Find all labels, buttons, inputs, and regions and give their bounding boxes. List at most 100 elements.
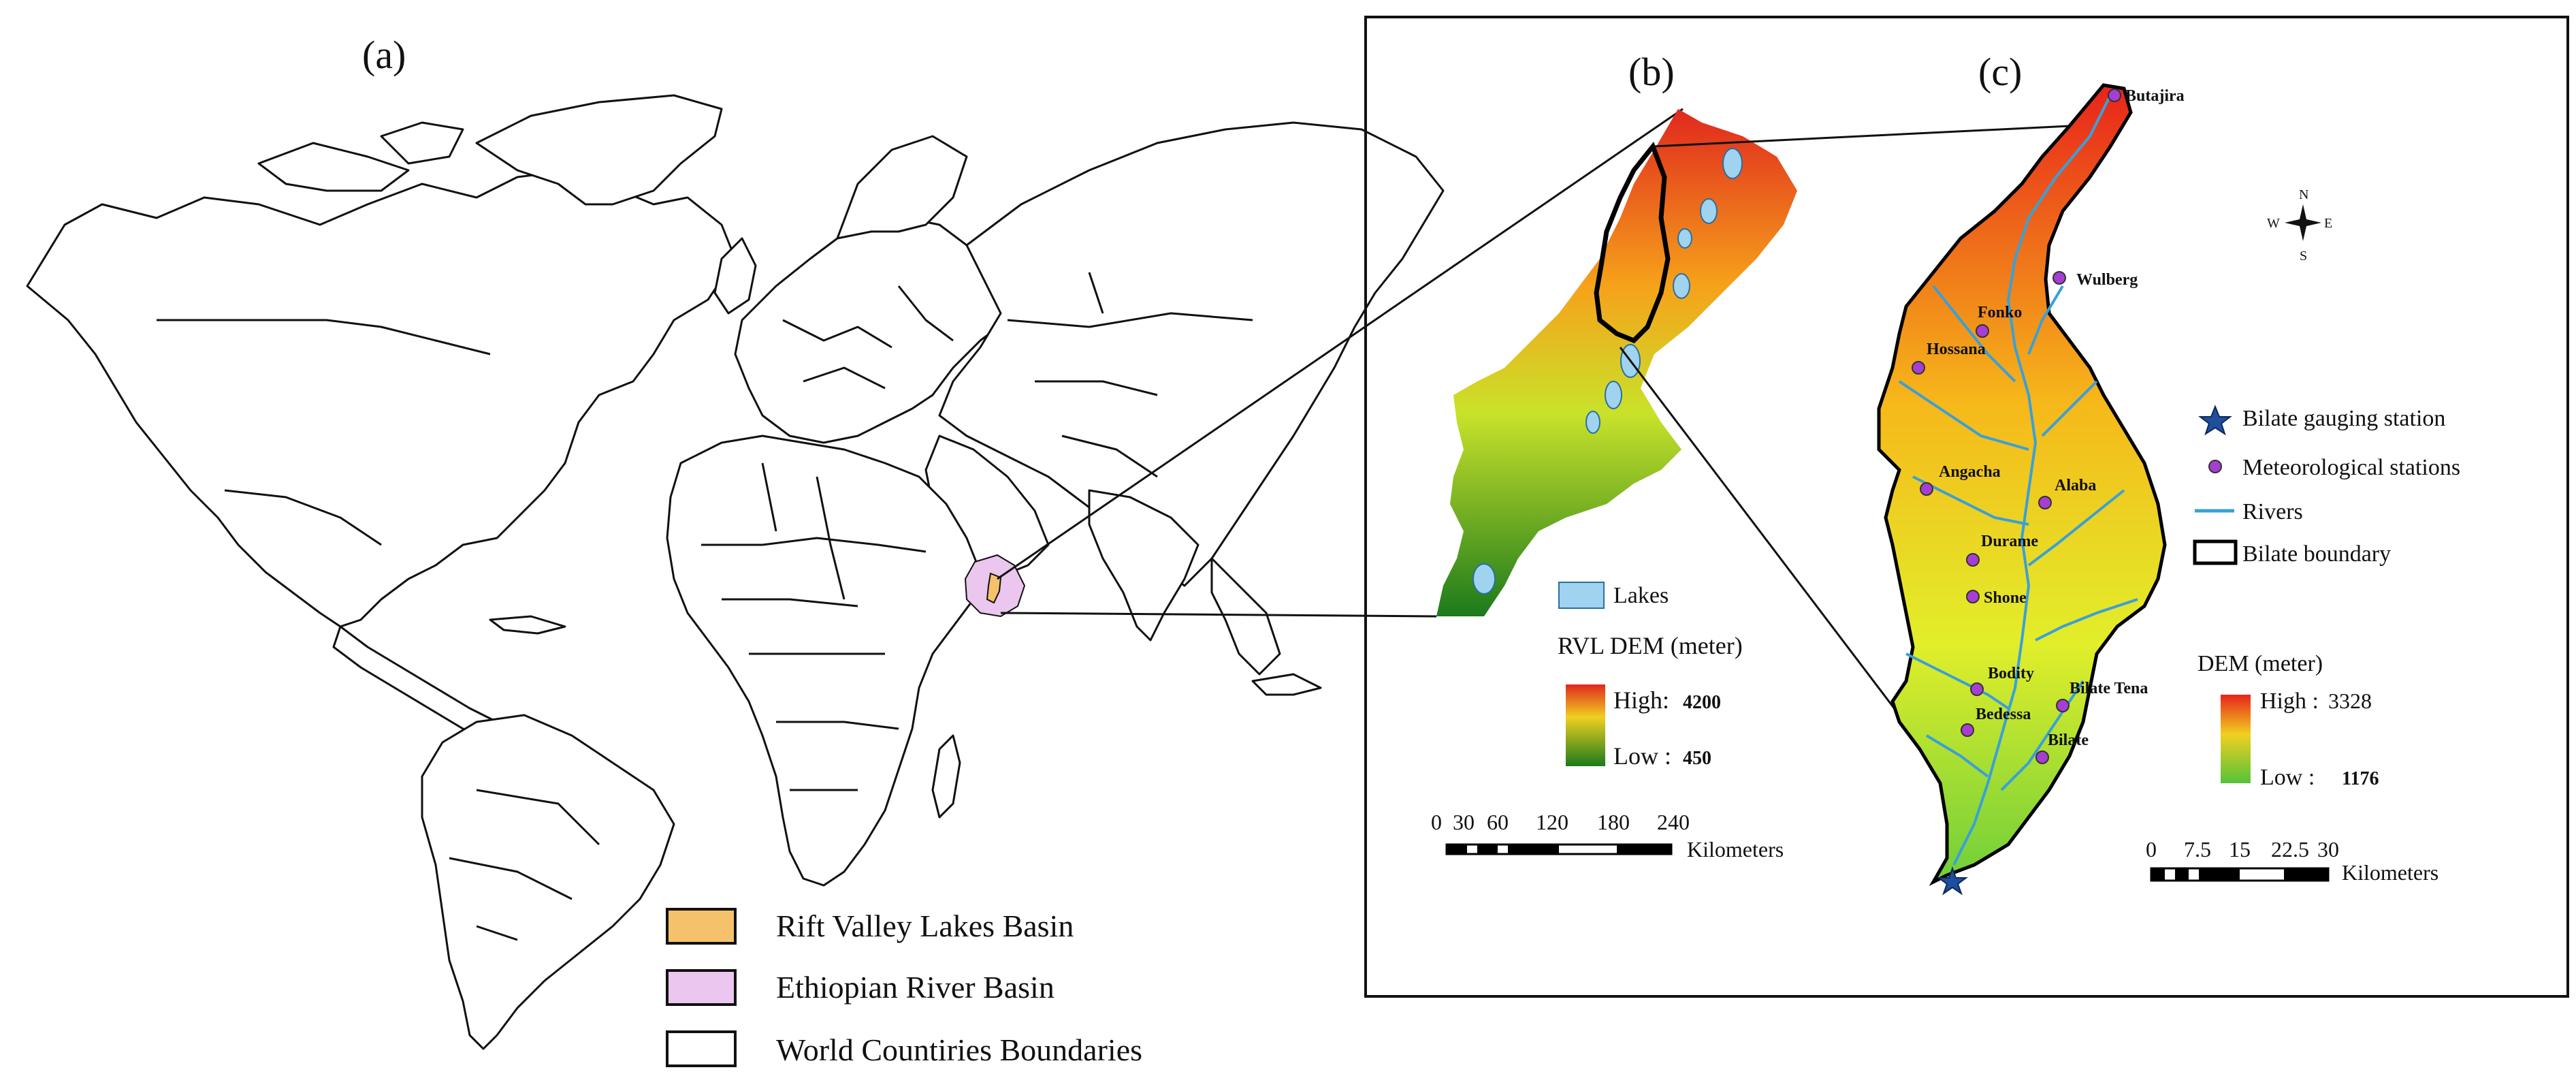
legend-swatch-rift-valley [666, 908, 737, 945]
central-america-outline [332, 625, 498, 737]
station-bedessa-label: Bedessa [1976, 706, 2031, 723]
compass-w: W [2267, 216, 2280, 231]
station-fonko-label: Fonko [1978, 304, 2022, 321]
lakes-legend-label: Lakes [1613, 583, 1669, 608]
us-canada-border [157, 319, 491, 356]
scale-c-segment [2199, 868, 2240, 881]
compass-e: E [2324, 216, 2332, 231]
lake [1700, 198, 1718, 224]
connector-line-top [997, 108, 1684, 580]
bilate-dem-low-value: 1176 [2342, 768, 2379, 789]
rvl-dem-title: RVL DEM (meter) [1558, 632, 1743, 659]
station-hossana-marker [1912, 361, 1925, 375]
scale-b-tick: 60 [1487, 810, 1509, 834]
scale-b-unit: Kilometers [1687, 837, 1784, 862]
rvl-dem-high-value: 4200 [1683, 692, 1721, 713]
station-butajira-marker [2108, 89, 2121, 102]
river [1925, 734, 1989, 778]
greenland-outline [475, 94, 723, 206]
bilate-dem-high-label: High : [2260, 689, 2319, 714]
rvl-dem-map [1436, 109, 1797, 616]
scale-c-tick: 15 [2229, 837, 2251, 862]
legend-circle-icon [2208, 460, 2222, 473]
station-alaba-marker [2038, 496, 2052, 509]
north-america-outline [26, 169, 737, 628]
compass-s: S [2300, 249, 2307, 264]
station-alaba-label: Alaba [2055, 477, 2096, 494]
arctic-islands-outline-2 [380, 121, 464, 165]
river [2027, 489, 2125, 567]
scale-bar-c: 0 7.5 15 22.5 30 Kilometers [2146, 837, 2438, 885]
gauging-station-star-icon [1937, 866, 1968, 896]
station-durame-label: Durame [1981, 533, 2038, 550]
legend-label-boundary: Bilate boundary [2242, 541, 2391, 567]
station-wulberg-label: Wulberg [2076, 271, 2138, 289]
station-shone-marker [1966, 590, 1980, 603]
asia-borders [1007, 272, 1253, 478]
legend-label-gauging: Bilate gauging station [2242, 406, 2445, 431]
lake [1585, 411, 1600, 434]
lake [1722, 148, 1743, 179]
legend-boundary-box-icon [2193, 539, 2238, 565]
us-mexico-border [224, 489, 382, 546]
scale-c-tick: 7.5 [2184, 837, 2211, 862]
scale-c-segment [2284, 868, 2328, 881]
river [2035, 598, 2138, 642]
river [2027, 285, 2064, 355]
rvl-dem-low-value: 450 [1683, 748, 1711, 769]
river [1952, 95, 2112, 866]
south-america-borders [449, 789, 600, 941]
lake [1677, 228, 1692, 249]
connector-b-c-bottom [1619, 347, 1901, 716]
scale-b-tick: 180 [1597, 810, 1630, 834]
rvl-dem-high-label: High: [1613, 686, 1669, 714]
rvl-dem-low-label: Low : [1613, 742, 1671, 770]
station-bilate-marker [2035, 751, 2049, 764]
station-fonko-marker [1976, 324, 1989, 338]
station-durame-marker [1966, 553, 1980, 567]
bilate-boundary-outline-b [1594, 142, 1671, 344]
scale-b-tick: 240 [1657, 810, 1690, 834]
inset-frame [1364, 16, 2569, 998]
lakes-legend-swatch [1558, 582, 1605, 609]
world-map [26, 94, 1445, 1050]
scale-b-segment [1447, 845, 1467, 854]
scale-c-tick: 22.5 [2271, 837, 2309, 862]
europe-borders [782, 285, 954, 390]
scale-bar-b: 0 30 60 120 180 240 Kilometers [1431, 810, 1784, 862]
bilate-dem-high-value: 3328 [2328, 689, 2372, 713]
compass-n: N [2299, 187, 2308, 202]
bilate-dem-ramp [2221, 695, 2251, 783]
scale-b-tick: 30 [1453, 810, 1475, 834]
lake [1673, 273, 1690, 299]
panel-c-label: (c) [1978, 50, 2022, 94]
scale-b-segment [1508, 845, 1559, 854]
arctic-islands-outline [257, 142, 410, 192]
africa-borders [701, 462, 927, 791]
station-bedessa-marker [1961, 723, 1974, 737]
rvl-dem-ramp [1566, 684, 1605, 766]
legend-label-ethiopian-basin: Ethiopian River Basin [776, 970, 1054, 1005]
station-hossana-label: Hossana [1927, 341, 1986, 358]
scale-b-segment [1477, 845, 1498, 854]
scale-c-unit: Kilometers [2342, 860, 2438, 885]
world-legend: Rift Valley Lakes Basin Ethiopian River … [666, 908, 1142, 1067]
station-angacha-label: Angacha [1939, 463, 2001, 481]
panel-a-label: (a) [362, 33, 406, 77]
bilate-dem-low-label: Low : [2260, 765, 2315, 790]
station-butajira-label: Butajira [2125, 87, 2185, 105]
river [1912, 475, 2029, 526]
scale-b-segment [1617, 845, 1671, 854]
scale-c-segment [2175, 868, 2189, 881]
scale-c-segment [2151, 868, 2165, 881]
southeast-asia-outline [1210, 557, 1281, 676]
river [2000, 680, 2084, 791]
legend-label-rivers: Rivers [2242, 499, 2303, 524]
scale-c-tick: 0 [2146, 837, 2157, 862]
connector-b-c-top [1652, 125, 2070, 148]
legend-label-rift-valley: Rift Valley Lakes Basin [776, 909, 1074, 943]
asia-outline [938, 121, 1445, 587]
lake [1472, 563, 1496, 595]
station-angacha-marker [1920, 482, 1933, 496]
